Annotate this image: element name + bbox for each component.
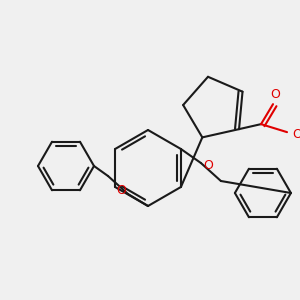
- Text: O: O: [116, 184, 126, 196]
- Text: O: O: [203, 160, 213, 172]
- Text: O: O: [292, 128, 300, 141]
- Text: O: O: [270, 88, 280, 100]
